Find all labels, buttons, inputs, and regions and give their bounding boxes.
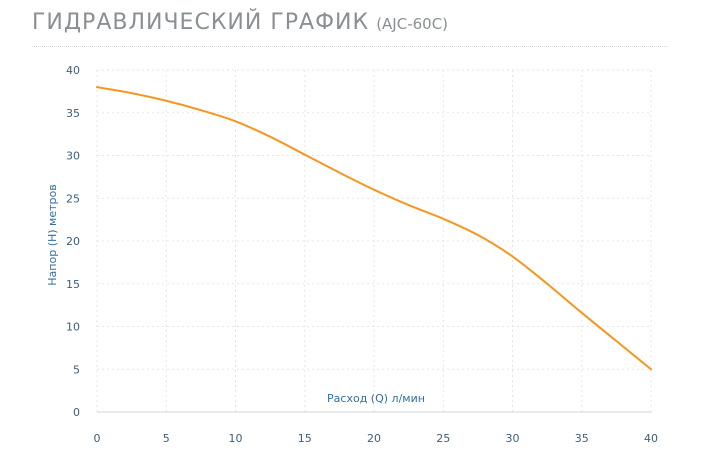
x-axis-label: Расход (Q) л/мин: [327, 392, 425, 405]
x-tick-label: 10: [229, 432, 243, 445]
y-tick-label: 10: [66, 321, 80, 334]
y-axis-label: Напор (H) метров: [46, 184, 59, 285]
y-tick-label: 25: [66, 192, 80, 205]
x-tick-label: 0: [94, 432, 101, 445]
y-tick-label: 30: [66, 150, 80, 163]
x-tick-label: 20: [367, 432, 381, 445]
x-tick-label: 15: [298, 432, 312, 445]
chart-title-model: (AJC-60C): [376, 15, 449, 33]
x-tick-label: 25: [436, 432, 450, 445]
y-tick-label: 5: [73, 363, 80, 376]
x-tick-label: 35: [575, 432, 589, 445]
chart-title: ГИДРАВЛИЧЕСКИЙ ГРАФИК (AJC-60C): [32, 10, 448, 35]
chart-title-main: ГИДРАВЛИЧЕСКИЙ ГРАФИК: [32, 10, 370, 35]
y-tick-label: 20: [66, 235, 80, 248]
title-divider: [32, 46, 667, 47]
y-tick-label: 0: [73, 406, 80, 419]
y-tick-label: 15: [66, 278, 80, 291]
x-tick-label: 40: [644, 432, 658, 445]
y-tick-label: 40: [66, 64, 80, 77]
x-tick-label: 5: [163, 432, 170, 445]
grid-lines: [96, 69, 652, 413]
chart-marks: [96, 86, 652, 371]
tick-labels: 0 5 10 15 20 25 30 35 40 0 5 10 15 20 25 30 35 40: [66, 64, 658, 445]
y-tick-label: 35: [66, 107, 80, 120]
x-tick-label: 30: [506, 432, 520, 445]
series-line: [96, 86, 652, 371]
